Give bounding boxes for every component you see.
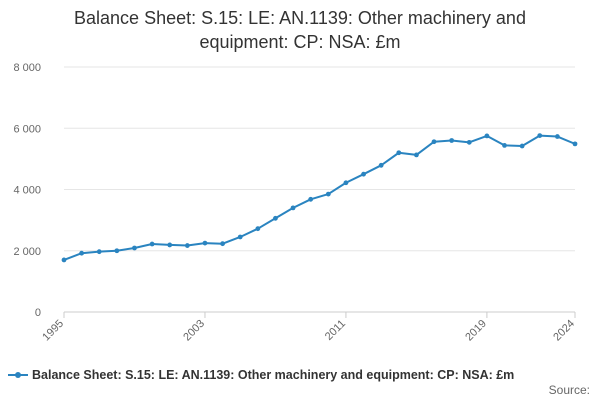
data-point [361,171,366,177]
data-point [96,249,102,255]
legend[interactable]: Balance Sheet: S.15: LE: AN.1139: Other … [8,366,514,384]
series-line [63,134,576,261]
x-axis-ticks: 1995 2003 2011 2019 2024 [40,312,577,343]
data-point [519,143,525,149]
data-point [273,215,278,221]
data-point [431,139,437,145]
chart-title-line-2: equipment: CP: NSA: £m [199,32,401,52]
data-point [167,242,173,248]
data-point [537,133,543,139]
y-tick-label: 6 000 [13,123,41,135]
data-point [466,139,472,145]
data-point [202,240,208,246]
data-point [502,143,507,148]
legend-swatch [8,370,28,380]
y-tick-label: 0 [35,307,41,319]
y-tick-label: 8 000 [13,62,41,74]
series-group [61,133,578,263]
x-tick-label: 2019 [463,318,489,344]
data-point [449,138,455,143]
data-point [554,134,560,139]
data-point [343,180,349,186]
x-tick-label: 2011 [323,318,348,343]
data-point [132,245,137,251]
gridlines [64,66,575,313]
data-point [484,133,490,139]
x-tick-label: 2003 [181,318,207,344]
chart-title: Balance Sheet: S.15: LE: AN.1139: Other … [20,6,580,54]
x-tick-label: 1995 [40,318,66,344]
chart-title-line-1: Balance Sheet: S.15: LE: AN.1139: Other … [74,8,526,28]
y-axis-ticks: 0 2 000 4 000 6 000 8 000 [13,62,41,319]
legend-label: Balance Sheet: S.15: LE: AN.1139: Other … [32,368,515,382]
data-point [237,234,243,240]
data-point [255,226,261,232]
data-point [572,141,578,147]
y-tick-label: 4 000 [13,185,41,197]
data-point [396,150,402,156]
data-point [325,191,331,197]
data-point [61,257,67,263]
data-point [114,248,120,254]
x-tick-label: 2024 [551,318,577,344]
data-point [308,196,314,202]
data-point [220,241,225,247]
data-point [149,241,155,247]
data-point [79,250,85,256]
y-tick-label: 2 000 [13,246,41,258]
data-point [378,162,384,168]
data-point [184,243,190,248]
data-point [290,205,296,211]
data-point [414,152,419,158]
source-label: Source: [548,383,590,397]
